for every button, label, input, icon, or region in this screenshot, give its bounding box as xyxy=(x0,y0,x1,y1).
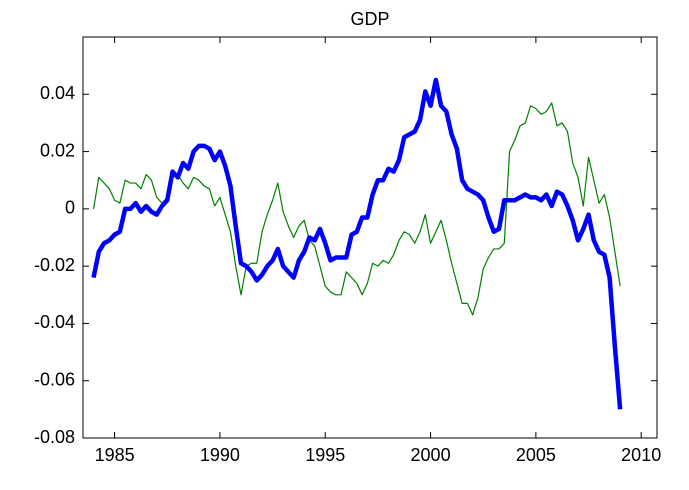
y-tick-label: 0.04 xyxy=(40,83,75,103)
y-tick-label: -0.04 xyxy=(34,312,75,332)
x-tick-label: 2000 xyxy=(411,445,451,465)
x-tick-label: 2010 xyxy=(621,445,661,465)
y-tick-label: 0.02 xyxy=(40,140,75,160)
series-line xyxy=(91,77,623,410)
x-tick-label: 1990 xyxy=(200,445,240,465)
x-tick-label: 1995 xyxy=(305,445,345,465)
y-tick-label: 0 xyxy=(65,198,75,218)
plot-frame xyxy=(82,36,658,439)
x-tick-label: 1985 xyxy=(95,445,135,465)
y-tick-label: -0.08 xyxy=(34,427,75,447)
y-tick-label: -0.02 xyxy=(34,255,75,275)
series-line xyxy=(92,102,621,316)
chart-title: GDP xyxy=(350,9,389,29)
x-tick-label: 2005 xyxy=(516,445,556,465)
y-tick-label: -0.06 xyxy=(34,369,75,389)
